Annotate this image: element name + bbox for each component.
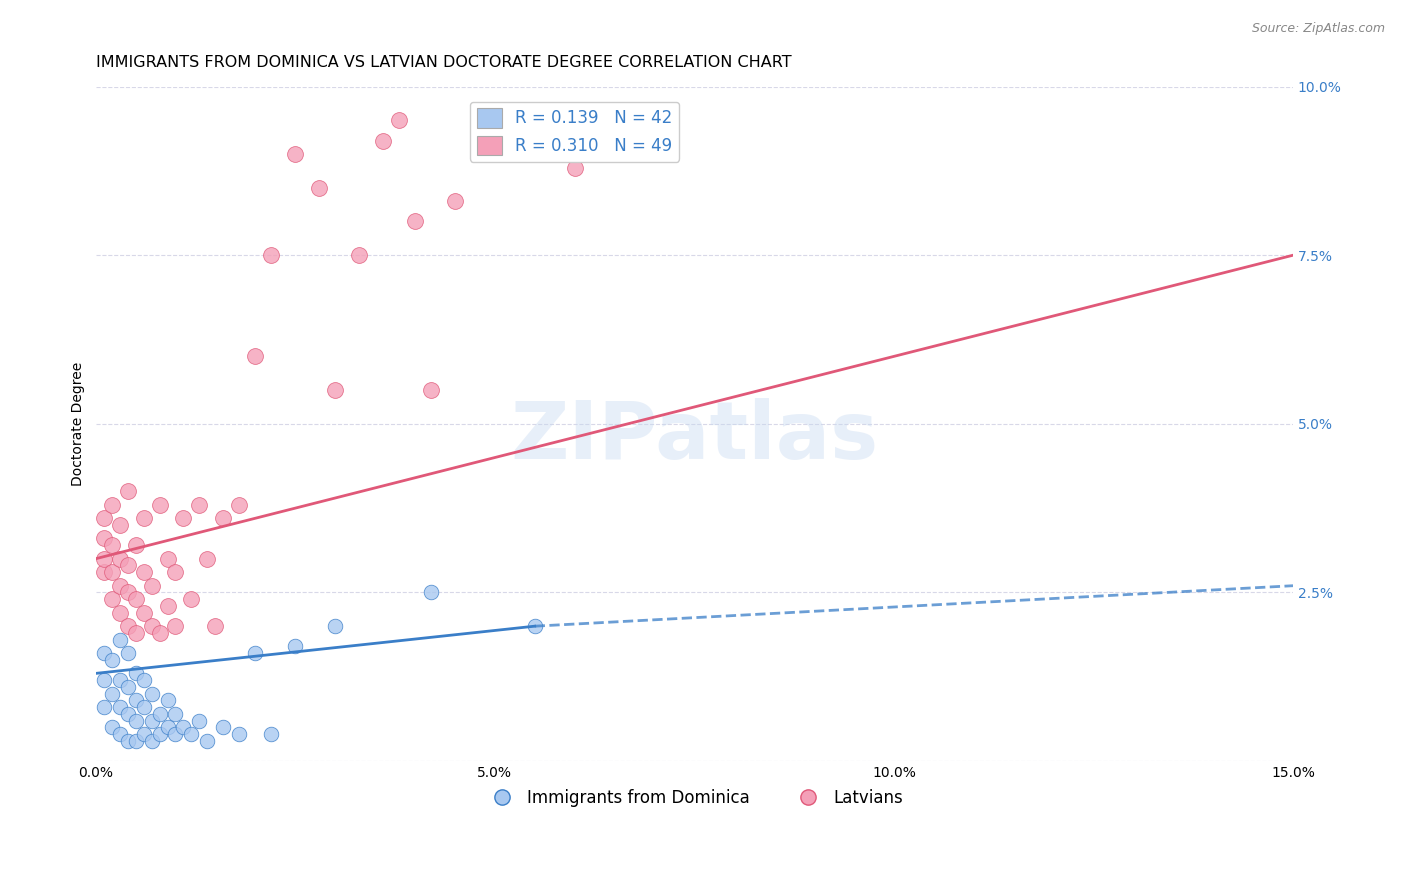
Point: [93, 511, 115, 525]
Point: [108, 700, 131, 714]
Point: [132, 511, 155, 525]
Point: [523, 619, 546, 633]
Point: [188, 498, 211, 512]
Point: [141, 714, 163, 728]
Point: [108, 606, 131, 620]
Point: [404, 214, 426, 228]
Point: [165, 566, 187, 580]
Legend: Immigrants from Dominica, Latvians: Immigrants from Dominica, Latvians: [479, 782, 910, 814]
Point: [212, 720, 235, 734]
Point: [93, 566, 115, 580]
Point: [284, 147, 307, 161]
Point: [323, 383, 346, 397]
Point: [260, 727, 283, 741]
Point: [108, 551, 131, 566]
Point: [308, 180, 330, 194]
Point: [444, 194, 467, 209]
Point: [148, 626, 170, 640]
Point: [197, 551, 219, 566]
Point: [165, 727, 187, 741]
Point: [141, 579, 163, 593]
Point: [132, 566, 155, 580]
Point: [165, 619, 187, 633]
Point: [124, 538, 146, 552]
Point: [100, 653, 122, 667]
Point: [100, 720, 122, 734]
Point: [148, 727, 170, 741]
Point: [124, 714, 146, 728]
Point: [188, 714, 211, 728]
Point: [93, 700, 115, 714]
Point: [108, 727, 131, 741]
Point: [212, 511, 235, 525]
Point: [148, 498, 170, 512]
Point: [564, 161, 586, 175]
Point: [132, 673, 155, 687]
Point: [180, 727, 202, 741]
Point: [156, 693, 179, 707]
Point: [108, 579, 131, 593]
Point: [245, 646, 267, 660]
Point: [228, 498, 250, 512]
Point: [132, 700, 155, 714]
Point: [100, 566, 122, 580]
Point: [132, 606, 155, 620]
Point: [124, 734, 146, 748]
Point: [117, 734, 139, 748]
Point: [132, 727, 155, 741]
Point: [100, 538, 122, 552]
Point: [100, 498, 122, 512]
Text: ZIPatlas: ZIPatlas: [510, 399, 879, 476]
Point: [172, 511, 194, 525]
Point: [156, 720, 179, 734]
Point: [124, 666, 146, 681]
Point: [323, 619, 346, 633]
Point: [165, 706, 187, 721]
Point: [388, 113, 411, 128]
Point: [93, 646, 115, 660]
Point: [141, 687, 163, 701]
Point: [245, 350, 267, 364]
Point: [156, 599, 179, 613]
Point: [124, 592, 146, 607]
Point: [260, 248, 283, 262]
Text: Source: ZipAtlas.com: Source: ZipAtlas.com: [1251, 22, 1385, 36]
Point: [93, 532, 115, 546]
Text: IMMIGRANTS FROM DOMINICA VS LATVIAN DOCTORATE DEGREE CORRELATION CHART: IMMIGRANTS FROM DOMINICA VS LATVIAN DOCT…: [96, 55, 792, 70]
Point: [141, 619, 163, 633]
Point: [93, 551, 115, 566]
Point: [284, 640, 307, 654]
Point: [108, 518, 131, 533]
Point: [148, 706, 170, 721]
Point: [180, 592, 202, 607]
Point: [93, 673, 115, 687]
Point: [419, 585, 441, 599]
Point: [100, 687, 122, 701]
Point: [117, 706, 139, 721]
Point: [117, 585, 139, 599]
Point: [419, 383, 441, 397]
Point: [124, 626, 146, 640]
Point: [117, 558, 139, 573]
Point: [108, 632, 131, 647]
Point: [124, 693, 146, 707]
Point: [141, 734, 163, 748]
Y-axis label: Doctorate Degree: Doctorate Degree: [72, 362, 86, 486]
Point: [197, 734, 219, 748]
Point: [172, 720, 194, 734]
Point: [117, 619, 139, 633]
Point: [117, 646, 139, 660]
Point: [204, 619, 226, 633]
Point: [117, 680, 139, 694]
Point: [100, 592, 122, 607]
Point: [347, 248, 370, 262]
Point: [117, 484, 139, 499]
Point: [228, 727, 250, 741]
Point: [371, 134, 394, 148]
Point: [156, 551, 179, 566]
Point: [108, 673, 131, 687]
